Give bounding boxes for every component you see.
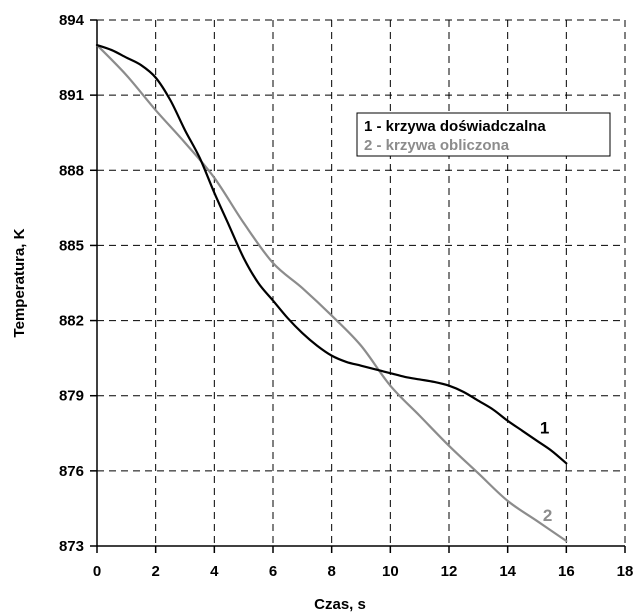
legend-entry-experimental: 1 - krzywa doświadczalna [364,118,546,135]
legend-entry-calculated: 2 - krzywa obliczona [364,137,510,154]
series-lines: 12 [95,43,568,543]
grid [97,19,626,546]
y-axis-label: Temperatura, K [11,228,28,337]
x-tick-label: 12 [441,563,458,580]
x-tick-label: 8 [327,563,335,580]
x-tick-label: 14 [499,563,516,580]
x-tick-label: 6 [269,563,277,580]
series-line-experimental [95,43,568,465]
y-tick-label: 879 [59,388,84,405]
y-tick-label: 885 [59,237,84,254]
series-line-calculated [95,43,568,543]
x-tick-label: 4 [210,563,219,580]
x-tick-label: 10 [382,563,399,580]
legend: 1 - krzywa doświadczalna 2 - krzywa obli… [356,112,611,157]
x-axis-label: Czas, s [314,596,366,612]
y-tick-label: 873 [59,538,84,555]
x-tick-label: 16 [558,563,575,580]
y-tick-label: 876 [59,463,84,480]
curve-label-1: 1 [540,418,549,437]
x-tick-label: 18 [617,563,634,580]
y-tick-label: 894 [59,12,85,29]
curve-label-2: 2 [543,506,552,525]
legend-box [356,112,611,157]
y-tick-label: 882 [59,313,84,330]
x-tick-label: 2 [151,563,159,580]
x-tick-label: 0 [93,563,101,580]
y-tick-label: 888 [59,162,84,179]
y-tick-label: 891 [59,87,84,104]
